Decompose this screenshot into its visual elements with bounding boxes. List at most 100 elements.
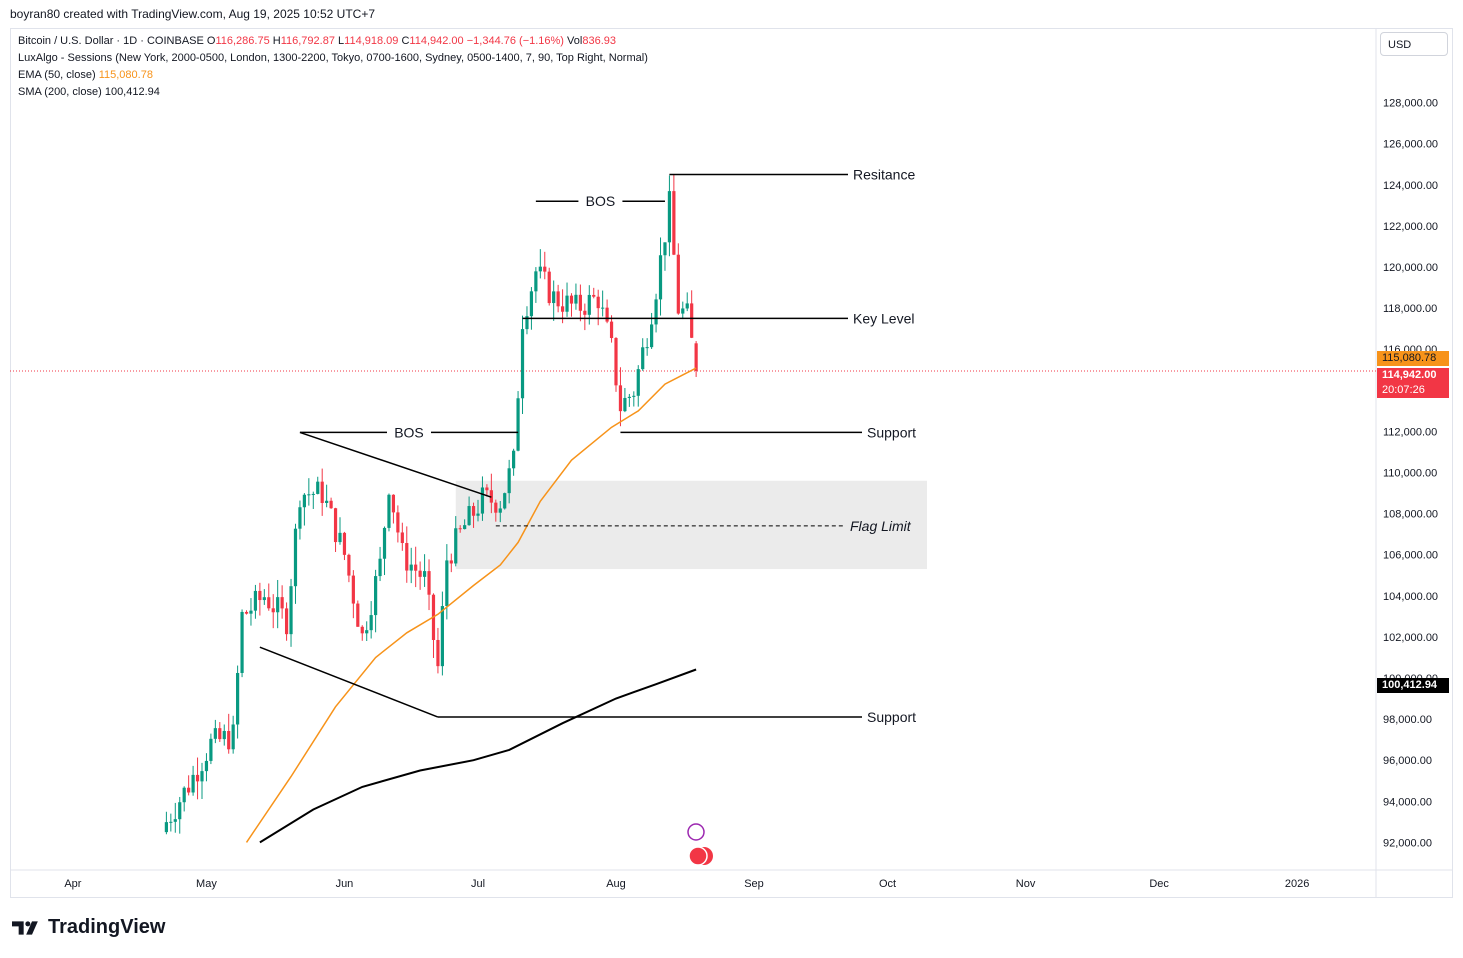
candle-body [445, 560, 449, 607]
candle-body [316, 481, 320, 494]
candle-body [422, 571, 427, 577]
candle-body [173, 819, 177, 822]
candle-body [271, 608, 275, 613]
candle-body [387, 494, 391, 528]
candle-body [164, 822, 168, 833]
candle-body [454, 528, 458, 564]
candle-body [587, 294, 591, 315]
price-tick-label: 120,000.00 [1383, 262, 1438, 274]
price-tick-label: 122,000.00 [1383, 221, 1438, 233]
flag-limit-label: Flag Limit [850, 518, 912, 534]
tradingview-logo[interactable]: TradingView [12, 916, 165, 939]
bos-label: BOS [394, 424, 424, 440]
price-tick-label: 102,000.00 [1383, 632, 1438, 644]
candle-body [552, 291, 556, 304]
candle-body [467, 506, 471, 526]
sma-legend[interactable]: SMA (200, close) 100,412.94 [18, 84, 160, 100]
time-tick-label: Aug [606, 878, 626, 890]
candle-body [414, 564, 418, 571]
candle-body [480, 487, 485, 514]
high-label: H [272, 35, 281, 47]
level-label: Support [867, 424, 916, 440]
level-label: Resitance [853, 167, 915, 183]
candle-body [627, 396, 631, 398]
candle-body [632, 395, 636, 397]
open-label: O [206, 35, 216, 47]
candle-body [187, 787, 191, 793]
time-tick-label: Sep [744, 878, 764, 890]
candle-body [641, 347, 645, 370]
candle-body [276, 597, 280, 613]
candle-body [494, 502, 498, 513]
candle-body [289, 586, 293, 635]
candle-body [658, 255, 663, 300]
candle-body [311, 493, 315, 495]
price-tick-label: 94,000.00 [1383, 796, 1432, 808]
candle-body [512, 450, 516, 469]
candle-body [218, 728, 222, 740]
candle-body [409, 564, 413, 571]
price-chart[interactable]: 92,000.00 94,000.00 96,000.00 98,000.00 100,… [10, 28, 1453, 898]
candle-body [325, 500, 329, 503]
low-label: L [338, 35, 345, 47]
price-tick-label: 124,000.00 [1383, 180, 1438, 192]
close-value: 114,942.00 [409, 35, 464, 47]
level-label: Support [867, 709, 916, 725]
candle-body [360, 626, 364, 634]
time-tick-label: 2026 [1285, 878, 1309, 890]
symbol-name: Bitcoin / U.S. Dollar · 1D · COINBASE [18, 35, 204, 47]
candle-body [191, 774, 195, 793]
candle-body [418, 570, 422, 577]
candle-body [458, 528, 462, 530]
price-tick-label: 96,000.00 [1383, 755, 1432, 767]
chart-frame [10, 28, 1453, 898]
candle-body [236, 672, 240, 725]
price-tick-label: 128,000.00 [1383, 98, 1438, 110]
candle-body [685, 303, 689, 309]
candle-body [440, 606, 444, 667]
candle-body [302, 494, 306, 508]
candle-body [253, 590, 258, 611]
high-value: 116,792.87 [280, 35, 335, 47]
candle-body [391, 494, 396, 513]
candle-body [623, 397, 627, 412]
time-tick-label: Jun [336, 878, 354, 890]
candle-body [178, 802, 182, 820]
candle-body [605, 307, 609, 322]
volume-value: 836.93 [582, 35, 616, 47]
chart-caption: boyran80 created with TradingView.com, A… [10, 7, 376, 21]
ema-value: 115,080.78 [98, 69, 153, 81]
candle-body [476, 513, 480, 516]
flag-zone [455, 480, 927, 570]
candle-body [681, 308, 685, 314]
open-value: 116,286.75 [215, 35, 270, 47]
close-label: C [401, 35, 410, 47]
candle-body [227, 730, 231, 750]
time-tick-label: May [196, 878, 217, 890]
candle-body [694, 343, 698, 371]
currency-selector[interactable]: USD [1380, 32, 1448, 56]
price-tick-label: 126,000.00 [1383, 139, 1438, 151]
candle-body [329, 500, 333, 509]
candle-body [543, 266, 547, 272]
ema-legend[interactable]: EMA (50, close) 115,080.78 [18, 67, 153, 83]
candle-body [280, 597, 284, 609]
sessions-legend[interactable]: LuxAlgo - Sessions (New York, 2000-0500,… [18, 50, 648, 66]
time-tick-label: Oct [879, 878, 896, 890]
candle-body [645, 347, 649, 349]
price-tick-label: 118,000.00 [1383, 303, 1437, 315]
candle-body [351, 575, 355, 604]
trendline [299, 431, 492, 498]
bar-countdown-tag: 20:07:26 [1377, 383, 1449, 398]
sma-value: 100,412.94 [104, 86, 160, 98]
trendline [259, 646, 439, 718]
candle-body [672, 191, 676, 255]
candle-body [516, 398, 520, 451]
candle-body [320, 481, 324, 503]
sma-label: SMA (200, close) [18, 86, 102, 98]
candle-body [204, 760, 209, 772]
candle-body [338, 532, 342, 543]
candle-body [583, 310, 587, 315]
candle-body [333, 508, 338, 543]
symbol-legend[interactable]: Bitcoin / U.S. Dollar · 1D · COINBASE O1… [18, 33, 616, 49]
